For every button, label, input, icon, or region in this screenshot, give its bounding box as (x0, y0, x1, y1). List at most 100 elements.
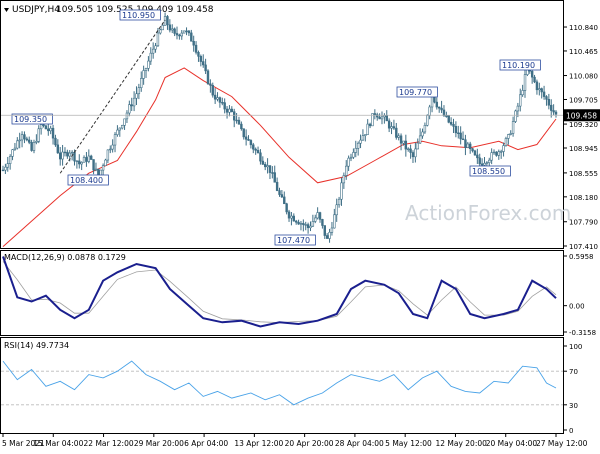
candle-body (380, 116, 384, 120)
candle-body (292, 215, 296, 222)
candle-body (352, 152, 355, 158)
macd-ytick-label: 0.00 (569, 303, 585, 311)
candle-body (364, 134, 367, 137)
candle-body (373, 113, 377, 115)
candle-body (49, 127, 52, 132)
candle-body (216, 97, 219, 100)
annotation-label: 110.950 (122, 11, 155, 20)
candle-body (211, 85, 214, 96)
candle-body (94, 168, 98, 171)
candle-body (459, 132, 462, 140)
x-tick-label: 12 May 20:00 (435, 439, 487, 448)
candle-body (73, 151, 76, 162)
candle-body (135, 93, 138, 99)
candle-body (454, 126, 458, 134)
candle-body (511, 121, 515, 134)
candle-body (199, 56, 203, 62)
candle-body (144, 68, 148, 71)
candle-body (271, 172, 274, 174)
x-tick-label: 13 Apr 12:00 (234, 439, 283, 448)
annotation-label: 109.770 (399, 88, 432, 97)
candle-body (361, 135, 365, 141)
x-tick-label: 29 Mar 20:00 (134, 439, 184, 448)
candle-body (259, 152, 262, 162)
candle-body (254, 148, 257, 151)
rsi-ytick-label: 100 (569, 343, 582, 351)
candle-body (39, 124, 43, 130)
candle-body (202, 61, 205, 66)
candle-body (325, 235, 329, 239)
price-ytick-label: 108.945 (569, 145, 598, 153)
candle-body (554, 111, 558, 115)
candle-body (104, 159, 107, 167)
candle-body (42, 124, 45, 127)
candle-body (113, 134, 117, 146)
candle-body (478, 157, 481, 165)
candle-body (538, 88, 541, 91)
candle-body (428, 106, 431, 116)
candle-body (197, 52, 200, 57)
candle-body (335, 204, 338, 216)
candle-body (449, 121, 453, 125)
macd-panel-frame (0, 250, 564, 336)
candle-body (89, 155, 93, 160)
annotation-box (67, 174, 109, 186)
candle-body (168, 24, 172, 31)
candle-body (204, 64, 207, 72)
candle-body (476, 154, 479, 159)
candle-body (223, 102, 226, 110)
candle-body (488, 159, 491, 163)
candle-body (82, 157, 86, 163)
candle-body (297, 221, 300, 225)
price-ytick-label: 109.705 (569, 96, 598, 104)
candle-body (521, 90, 524, 96)
watermark: ActionForex.com (405, 201, 571, 225)
price-ytick-label: 110.840 (569, 24, 598, 32)
candle-body (35, 141, 38, 143)
candle-body (392, 126, 396, 129)
candle-body (426, 115, 429, 126)
candle-body (6, 163, 9, 168)
candle-body (471, 148, 474, 152)
candle-body (387, 120, 391, 129)
candle-body (402, 140, 405, 144)
candle-body (166, 16, 169, 26)
candle-body (504, 138, 508, 146)
candle-body (70, 151, 74, 154)
candle-body (302, 223, 305, 225)
candle-body (404, 140, 408, 150)
candle-body (545, 96, 548, 100)
moving-average-line (2, 67, 557, 247)
candle-body (101, 165, 105, 171)
candle-body (161, 25, 164, 31)
macd-ytick-label: 0.5958 (569, 253, 594, 261)
candle-body (485, 162, 489, 164)
candle-body (171, 28, 174, 31)
dropdown-triangle-icon[interactable] (4, 8, 9, 12)
candle-body (1, 169, 5, 172)
candle-body (225, 108, 229, 113)
annotation-box (119, 9, 161, 21)
candle-body (75, 160, 79, 163)
candle-body (278, 190, 281, 195)
candle-body (8, 156, 12, 164)
rsi-title: RSI(14) 49.7734 (4, 341, 69, 350)
candle-body (221, 102, 224, 104)
candle-body (194, 44, 198, 53)
candle-body (209, 83, 212, 86)
rsi-ytick-label: 30 (569, 402, 578, 410)
candle-body (233, 111, 236, 121)
candle-body (311, 221, 315, 227)
candle-body (156, 32, 160, 47)
candle-body (23, 134, 26, 140)
candle-body (159, 29, 162, 34)
candle-body (397, 135, 400, 138)
current-price-label: 109.458 (566, 111, 597, 120)
candle-body (516, 105, 520, 112)
candle-body (409, 148, 412, 153)
candle-body (418, 135, 422, 144)
candle-body (30, 142, 33, 151)
candle-body (328, 231, 331, 239)
